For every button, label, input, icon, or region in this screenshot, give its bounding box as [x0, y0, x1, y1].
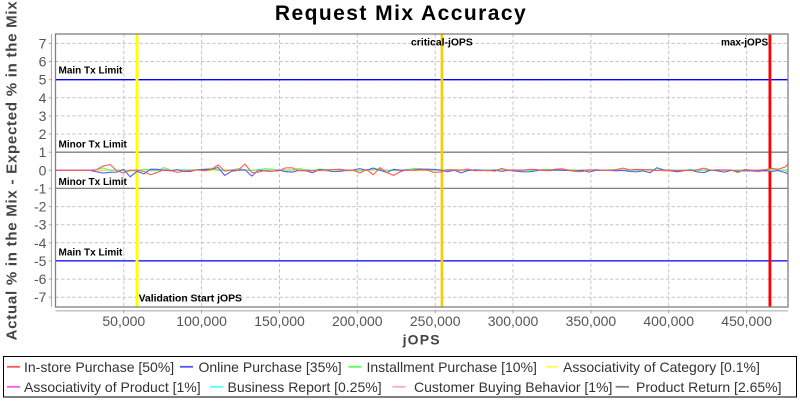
svg-text:Associativity of Category [0.1: Associativity of Category [0.1%] — [563, 359, 760, 375]
svg-text:-1: -1 — [34, 180, 47, 196]
svg-text:Customer Buying Behavior [1%]: Customer Buying Behavior [1%] — [414, 379, 612, 395]
svg-text:Business Report [0.25%]: Business Report [0.25%] — [228, 379, 382, 395]
svg-text:Associativity of Product [1%]: Associativity of Product [1%] — [24, 379, 201, 395]
svg-text:5: 5 — [39, 72, 47, 88]
svg-text:-6: -6 — [34, 271, 47, 287]
svg-text:0: 0 — [39, 162, 47, 178]
svg-text:Minor Tx Limit: Minor Tx Limit — [59, 140, 128, 151]
svg-text:-2: -2 — [34, 199, 47, 215]
svg-text:max-jOPS: max-jOPS — [721, 37, 769, 48]
svg-text:150,000: 150,000 — [254, 313, 305, 329]
svg-text:7: 7 — [39, 35, 47, 51]
svg-text:6: 6 — [39, 54, 47, 70]
svg-text:250,000: 250,000 — [410, 313, 461, 329]
svg-text:-3: -3 — [34, 217, 47, 233]
svg-text:350,000: 350,000 — [566, 313, 617, 329]
svg-text:400,000: 400,000 — [643, 313, 694, 329]
svg-text:In-store Purchase [50%]: In-store Purchase [50%] — [24, 359, 174, 375]
svg-text:2: 2 — [39, 126, 47, 142]
svg-text:Minor Tx Limit: Minor Tx Limit — [59, 177, 128, 188]
svg-text:Product Return [2.65%]: Product Return [2.65%] — [636, 379, 782, 395]
svg-text:Actual % in the Mix - Expected: Actual % in the Mix - Expected % in the … — [4, 1, 21, 341]
svg-text:Main Tx Limit: Main Tx Limit — [59, 248, 124, 259]
svg-text:-5: -5 — [34, 253, 47, 269]
svg-text:Online Purchase [35%]: Online Purchase [35%] — [199, 359, 342, 375]
svg-text:3: 3 — [39, 108, 47, 124]
svg-text:1: 1 — [39, 144, 47, 160]
svg-text:Main Tx Limit: Main Tx Limit — [59, 66, 124, 77]
svg-text:4: 4 — [39, 90, 47, 106]
svg-text:50,000: 50,000 — [102, 313, 145, 329]
svg-text:Validation Start jOPS: Validation Start jOPS — [139, 293, 242, 304]
svg-text:200,000: 200,000 — [332, 313, 383, 329]
svg-text:Request Mix Accuracy: Request Mix Accuracy — [275, 2, 527, 25]
svg-text:450,000: 450,000 — [721, 313, 772, 329]
svg-text:Installment Purchase [10%]: Installment Purchase [10%] — [367, 359, 537, 375]
svg-text:300,000: 300,000 — [488, 313, 539, 329]
svg-text:100,000: 100,000 — [176, 313, 227, 329]
svg-text:-7: -7 — [34, 289, 47, 305]
svg-text:critical-jOPS: critical-jOPS — [411, 38, 473, 49]
svg-text:jOPS: jOPS — [402, 332, 441, 348]
svg-text:-4: -4 — [34, 235, 47, 251]
